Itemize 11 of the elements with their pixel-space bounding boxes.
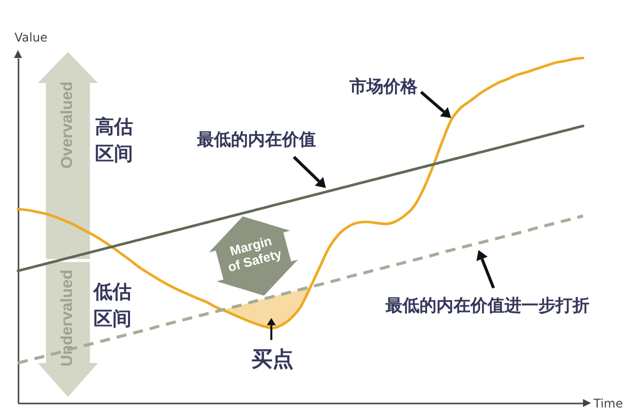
annotation: Overvalued <box>58 81 77 169</box>
series-label: 最低的内在价值进一步打折 <box>385 295 590 318</box>
annotation: Undervalued <box>58 270 77 366</box>
annotation: 买点 <box>252 345 294 373</box>
y-axis-title: Value <box>14 30 48 44</box>
annotation: Margin of Safety <box>226 232 284 276</box>
text: 最低的内在价值 <box>196 129 316 152</box>
x-axis-title: Time <box>592 396 623 410</box>
text: 市场价格 <box>349 76 418 99</box>
annotation: 高估区间 <box>95 115 134 167</box>
annotation: 低估区间 <box>93 280 132 332</box>
